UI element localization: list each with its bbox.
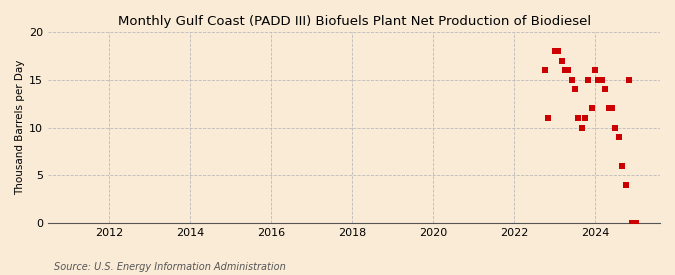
Point	[610, 125, 621, 130]
Point	[560, 68, 570, 72]
Point	[542, 116, 553, 120]
Text: Source: U.S. Energy Information Administration: Source: U.S. Energy Information Administ…	[54, 262, 286, 272]
Point	[620, 183, 631, 187]
Point	[624, 78, 634, 82]
Point	[563, 68, 574, 72]
Point	[549, 49, 560, 53]
Title: Monthly Gulf Coast (PADD III) Biofuels Plant Net Production of Biodiesel: Monthly Gulf Coast (PADD III) Biofuels P…	[117, 15, 591, 28]
Point	[627, 221, 638, 225]
Point	[576, 125, 587, 130]
Y-axis label: Thousand Barrels per Day: Thousand Barrels per Day	[15, 60, 25, 195]
Point	[587, 106, 597, 111]
Point	[614, 135, 624, 139]
Point	[617, 164, 628, 168]
Point	[597, 78, 608, 82]
Point	[603, 106, 614, 111]
Point	[600, 87, 611, 92]
Point	[556, 58, 567, 63]
Point	[590, 68, 601, 72]
Point	[630, 221, 641, 225]
Point	[580, 116, 591, 120]
Point	[583, 78, 594, 82]
Point	[553, 49, 564, 53]
Point	[570, 87, 580, 92]
Point	[607, 106, 618, 111]
Point	[593, 78, 604, 82]
Point	[573, 116, 584, 120]
Point	[539, 68, 550, 72]
Point	[566, 78, 577, 82]
